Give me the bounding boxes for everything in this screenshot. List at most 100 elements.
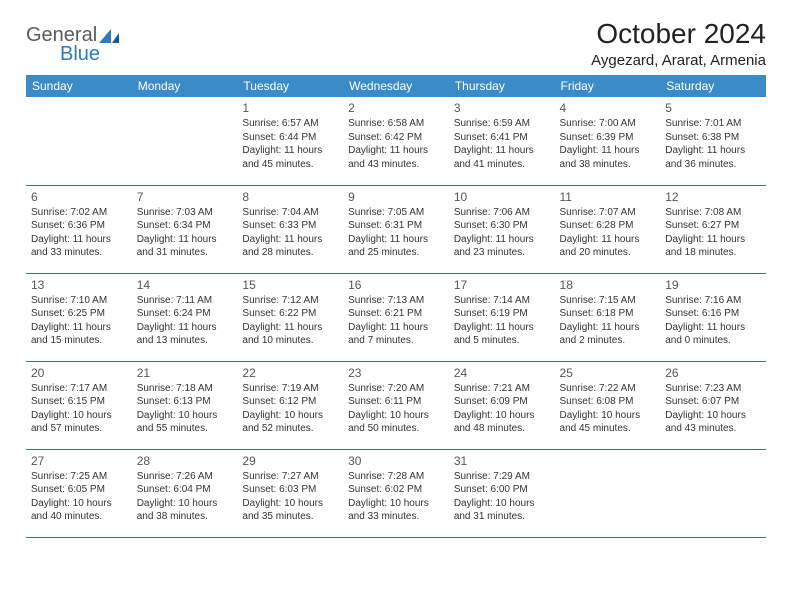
daylight-line: Daylight: 10 hours and 31 minutes. xyxy=(454,497,550,524)
day-number: 30 xyxy=(348,453,444,469)
day-number: 29 xyxy=(242,453,338,469)
sunset-line: Sunset: 6:08 PM xyxy=(560,395,656,409)
sunrise-line: Sunrise: 7:10 AM xyxy=(31,294,127,308)
sunrise-line: Sunrise: 7:21 AM xyxy=(454,382,550,396)
sunrise-line: Sunrise: 7:27 AM xyxy=(242,470,338,484)
calendar-cell: 28Sunrise: 7:26 AMSunset: 6:04 PMDayligh… xyxy=(132,449,238,537)
daylight-line: Daylight: 10 hours and 50 minutes. xyxy=(348,409,444,436)
calendar-cell: 23Sunrise: 7:20 AMSunset: 6:11 PMDayligh… xyxy=(343,361,449,449)
calendar-cell: 31Sunrise: 7:29 AMSunset: 6:00 PMDayligh… xyxy=(449,449,555,537)
day-number: 22 xyxy=(242,365,338,381)
sunset-line: Sunset: 6:18 PM xyxy=(560,307,656,321)
daylight-line: Daylight: 11 hours and 43 minutes. xyxy=(348,144,444,171)
day-number: 4 xyxy=(560,100,656,116)
day-number: 2 xyxy=(348,100,444,116)
day-header: Sunday xyxy=(26,75,132,97)
calendar-cell: 1Sunrise: 6:57 AMSunset: 6:44 PMDaylight… xyxy=(237,97,343,185)
day-number: 23 xyxy=(348,365,444,381)
sunrise-line: Sunrise: 7:11 AM xyxy=(137,294,233,308)
sunset-line: Sunset: 6:05 PM xyxy=(31,483,127,497)
sunset-line: Sunset: 6:28 PM xyxy=(560,219,656,233)
sunset-line: Sunset: 6:27 PM xyxy=(665,219,761,233)
day-header: Thursday xyxy=(449,75,555,97)
calendar-cell: 13Sunrise: 7:10 AMSunset: 6:25 PMDayligh… xyxy=(26,273,132,361)
daylight-line: Daylight: 11 hours and 13 minutes. xyxy=(137,321,233,348)
calendar-cell: 26Sunrise: 7:23 AMSunset: 6:07 PMDayligh… xyxy=(660,361,766,449)
sunrise-line: Sunrise: 7:01 AM xyxy=(665,117,761,131)
day-header-row: SundayMondayTuesdayWednesdayThursdayFrid… xyxy=(26,75,766,97)
day-number: 16 xyxy=(348,277,444,293)
sunrise-line: Sunrise: 7:15 AM xyxy=(560,294,656,308)
sunrise-line: Sunrise: 7:25 AM xyxy=(31,470,127,484)
calendar-cell: 12Sunrise: 7:08 AMSunset: 6:27 PMDayligh… xyxy=(660,185,766,273)
day-number: 26 xyxy=(665,365,761,381)
daylight-line: Daylight: 11 hours and 31 minutes. xyxy=(137,233,233,260)
month-title: October 2024 xyxy=(591,18,766,50)
day-header: Saturday xyxy=(660,75,766,97)
calendar-cell: 10Sunrise: 7:06 AMSunset: 6:30 PMDayligh… xyxy=(449,185,555,273)
calendar-cell: 14Sunrise: 7:11 AMSunset: 6:24 PMDayligh… xyxy=(132,273,238,361)
daylight-line: Daylight: 11 hours and 0 minutes. xyxy=(665,321,761,348)
sunrise-line: Sunrise: 7:12 AM xyxy=(242,294,338,308)
calendar-cell: 22Sunrise: 7:19 AMSunset: 6:12 PMDayligh… xyxy=(237,361,343,449)
sunset-line: Sunset: 6:16 PM xyxy=(665,307,761,321)
sunset-line: Sunset: 6:15 PM xyxy=(31,395,127,409)
daylight-line: Daylight: 11 hours and 28 minutes. xyxy=(242,233,338,260)
calendar-cell: 19Sunrise: 7:16 AMSunset: 6:16 PMDayligh… xyxy=(660,273,766,361)
sunrise-line: Sunrise: 7:26 AM xyxy=(137,470,233,484)
daylight-line: Daylight: 10 hours and 57 minutes. xyxy=(31,409,127,436)
daylight-line: Daylight: 11 hours and 45 minutes. xyxy=(242,144,338,171)
sunset-line: Sunset: 6:19 PM xyxy=(454,307,550,321)
day-number: 24 xyxy=(454,365,550,381)
daylight-line: Daylight: 11 hours and 10 minutes. xyxy=(242,321,338,348)
sunset-line: Sunset: 6:42 PM xyxy=(348,131,444,145)
logo-sail-icon xyxy=(99,29,121,43)
daylight-line: Daylight: 11 hours and 25 minutes. xyxy=(348,233,444,260)
daylight-line: Daylight: 11 hours and 23 minutes. xyxy=(454,233,550,260)
daylight-line: Daylight: 11 hours and 2 minutes. xyxy=(560,321,656,348)
sunrise-line: Sunrise: 7:05 AM xyxy=(348,206,444,220)
calendar-cell: 24Sunrise: 7:21 AMSunset: 6:09 PMDayligh… xyxy=(449,361,555,449)
day-number: 3 xyxy=(454,100,550,116)
daylight-line: Daylight: 10 hours and 48 minutes. xyxy=(454,409,550,436)
sunrise-line: Sunrise: 7:02 AM xyxy=(31,206,127,220)
day-number: 21 xyxy=(137,365,233,381)
daylight-line: Daylight: 10 hours and 38 minutes. xyxy=(137,497,233,524)
day-number: 7 xyxy=(137,189,233,205)
daylight-line: Daylight: 11 hours and 36 minutes. xyxy=(665,144,761,171)
day-number: 31 xyxy=(454,453,550,469)
calendar-cell: 15Sunrise: 7:12 AMSunset: 6:22 PMDayligh… xyxy=(237,273,343,361)
day-number: 19 xyxy=(665,277,761,293)
daylight-line: Daylight: 11 hours and 18 minutes. xyxy=(665,233,761,260)
day-number: 28 xyxy=(137,453,233,469)
day-number: 14 xyxy=(137,277,233,293)
calendar-cell: 21Sunrise: 7:18 AMSunset: 6:13 PMDayligh… xyxy=(132,361,238,449)
sunset-line: Sunset: 6:38 PM xyxy=(665,131,761,145)
daylight-line: Daylight: 11 hours and 7 minutes. xyxy=(348,321,444,348)
calendar-cell: 30Sunrise: 7:28 AMSunset: 6:02 PMDayligh… xyxy=(343,449,449,537)
sunset-line: Sunset: 6:13 PM xyxy=(137,395,233,409)
sunrise-line: Sunrise: 7:13 AM xyxy=(348,294,444,308)
sunset-line: Sunset: 6:00 PM xyxy=(454,483,550,497)
sunset-line: Sunset: 6:33 PM xyxy=(242,219,338,233)
calendar-cell: 4Sunrise: 7:00 AMSunset: 6:39 PMDaylight… xyxy=(555,97,661,185)
sunrise-line: Sunrise: 6:57 AM xyxy=(242,117,338,131)
sunrise-line: Sunrise: 7:29 AM xyxy=(454,470,550,484)
day-header: Wednesday xyxy=(343,75,449,97)
calendar-week-row: 6Sunrise: 7:02 AMSunset: 6:36 PMDaylight… xyxy=(26,185,766,273)
sunrise-line: Sunrise: 7:28 AM xyxy=(348,470,444,484)
sunset-line: Sunset: 6:36 PM xyxy=(31,219,127,233)
calendar-cell: 9Sunrise: 7:05 AMSunset: 6:31 PMDaylight… xyxy=(343,185,449,273)
logo-text-blue: Blue xyxy=(60,43,121,66)
sunset-line: Sunset: 6:30 PM xyxy=(454,219,550,233)
calendar-cell xyxy=(132,97,238,185)
sunrise-line: Sunrise: 7:00 AM xyxy=(560,117,656,131)
day-number: 1 xyxy=(242,100,338,116)
sunset-line: Sunset: 6:09 PM xyxy=(454,395,550,409)
day-number: 13 xyxy=(31,277,127,293)
calendar-cell xyxy=(26,97,132,185)
sunrise-line: Sunrise: 7:07 AM xyxy=(560,206,656,220)
day-number: 10 xyxy=(454,189,550,205)
sunrise-line: Sunrise: 7:08 AM xyxy=(665,206,761,220)
daylight-line: Daylight: 10 hours and 52 minutes. xyxy=(242,409,338,436)
